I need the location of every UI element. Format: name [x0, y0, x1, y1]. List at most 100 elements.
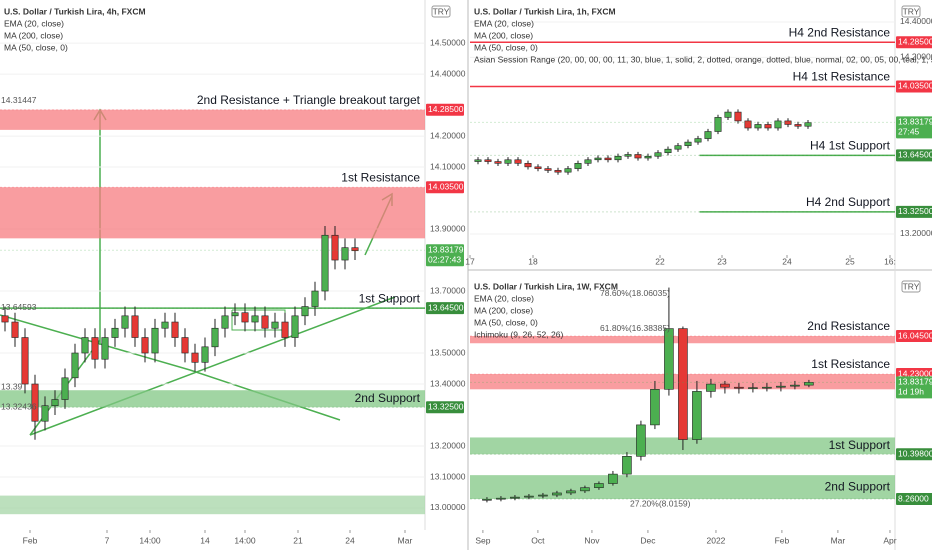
indicator-label: EMA (20, close) [4, 18, 64, 28]
y-tick-label: 13.00000 [430, 502, 466, 512]
candle-body [552, 492, 562, 496]
candle-body [694, 138, 702, 143]
zone [0, 109, 425, 130]
candle-body [261, 315, 269, 329]
zone [0, 390, 425, 408]
zone-label: 1st Support [829, 438, 891, 452]
price-tag [426, 401, 464, 414]
candle-body [804, 122, 812, 127]
currency-badge [901, 280, 921, 293]
price-tag-label: 13.64500 [428, 302, 464, 312]
annotation: 13.32436 [1, 402, 37, 412]
candle-body [604, 157, 612, 161]
price-tag [896, 448, 932, 461]
candle-body [161, 321, 169, 329]
price-tag-timer: 1d 19h [898, 387, 924, 397]
candle-body [151, 327, 159, 354]
annotation: 78.60%(18.06035) [600, 288, 670, 298]
x-tick-label: 23 [717, 256, 727, 266]
x-tick-label: 14:00 [234, 535, 256, 545]
candle-body [784, 120, 792, 125]
candle-body [734, 111, 742, 122]
candle-body [776, 385, 786, 388]
price-tag-label: 14.28500 [898, 37, 932, 47]
currency-badge-label: TRY [903, 281, 920, 291]
candle-body [484, 159, 492, 162]
y-tick-label: 14.50000 [430, 37, 466, 47]
level-label: H4 1st Resistance [793, 70, 891, 84]
indicator-label: MA (200, close) [4, 30, 63, 40]
candle-body [692, 391, 702, 440]
price-tag [896, 116, 932, 139]
candle-body [71, 352, 79, 379]
price-tag-label: 13.83179 [898, 117, 932, 127]
candle-body [684, 141, 692, 146]
candle-body [504, 159, 512, 164]
candle-body [231, 312, 239, 317]
candle-body [720, 383, 730, 388]
candle-body [774, 120, 782, 129]
x-tick-label: 14 [200, 535, 210, 545]
candle-body [331, 234, 339, 261]
candle-body [704, 131, 712, 139]
currency-badge [901, 5, 921, 18]
zone-label: 1st Resistance [341, 170, 420, 184]
candle-body [101, 337, 109, 360]
y-tick-label: 14.20000 [430, 130, 466, 140]
candle-body [201, 346, 209, 363]
y-tick-label: 13.50000 [430, 347, 466, 357]
candle-body [584, 159, 592, 164]
candle-body [341, 247, 349, 261]
candle-body [301, 306, 309, 317]
annotation: 27.20%(8.0159) [630, 498, 691, 508]
x-tick-label: Mar [398, 535, 413, 545]
currency-badge-label: TRY [433, 6, 450, 16]
y-tick-label: 14.40000 [430, 68, 466, 78]
x-tick-label: 21 [293, 535, 303, 545]
x-tick-label: 18 [528, 256, 538, 266]
candle-body [496, 497, 506, 500]
candle-body [790, 384, 800, 387]
candle-body [510, 496, 520, 499]
candle-body [724, 111, 732, 118]
price-tag [896, 493, 932, 506]
price-tag-label: 13.32500 [428, 402, 464, 412]
price-tag [426, 244, 464, 267]
x-tick-label: 25 [845, 256, 855, 266]
price-tag [426, 302, 464, 315]
x-tick-label: 14:00 [139, 535, 161, 545]
candle-body [351, 247, 359, 252]
candle-body [754, 124, 762, 129]
x-tick-label: 16: [884, 256, 896, 266]
price-tag-label: 8.26000 [898, 493, 929, 503]
candle-body [764, 124, 772, 129]
candle-body [191, 352, 199, 363]
candle-body [580, 487, 590, 492]
indicator-label: MA (50, close, 0) [474, 42, 538, 52]
y-tick-label: 13.40000 [430, 378, 466, 388]
currency-badge [431, 5, 451, 18]
x-tick-label: 7 [105, 535, 110, 545]
x-tick-label: Apr [883, 535, 896, 545]
annotation: 14.31447 [1, 95, 37, 105]
price-tag-label: 13.32500 [898, 206, 932, 216]
level-label: H4 1st Support [810, 139, 891, 153]
y-tick-label: 13.10000 [430, 471, 466, 481]
level-label: H4 2nd Support [806, 195, 891, 209]
x-tick-label: 22 [655, 256, 665, 266]
x-tick-label: Mar [831, 535, 846, 545]
indicator-label: MA (200, close) [474, 30, 533, 40]
candle-body [544, 168, 552, 171]
candle-body [594, 157, 602, 161]
y-tick-label: 13.70000 [430, 285, 466, 295]
indicator-label: EMA (20, close) [474, 293, 534, 303]
candle-body [482, 498, 492, 501]
x-tick-label: 24 [345, 535, 355, 545]
candle-body [706, 383, 716, 392]
candle-body [61, 377, 69, 400]
candle-body [608, 473, 618, 484]
candle-body [311, 290, 319, 307]
candle-body [41, 405, 49, 422]
x-tick-label: Sep [475, 535, 490, 545]
price-tag [896, 149, 932, 162]
